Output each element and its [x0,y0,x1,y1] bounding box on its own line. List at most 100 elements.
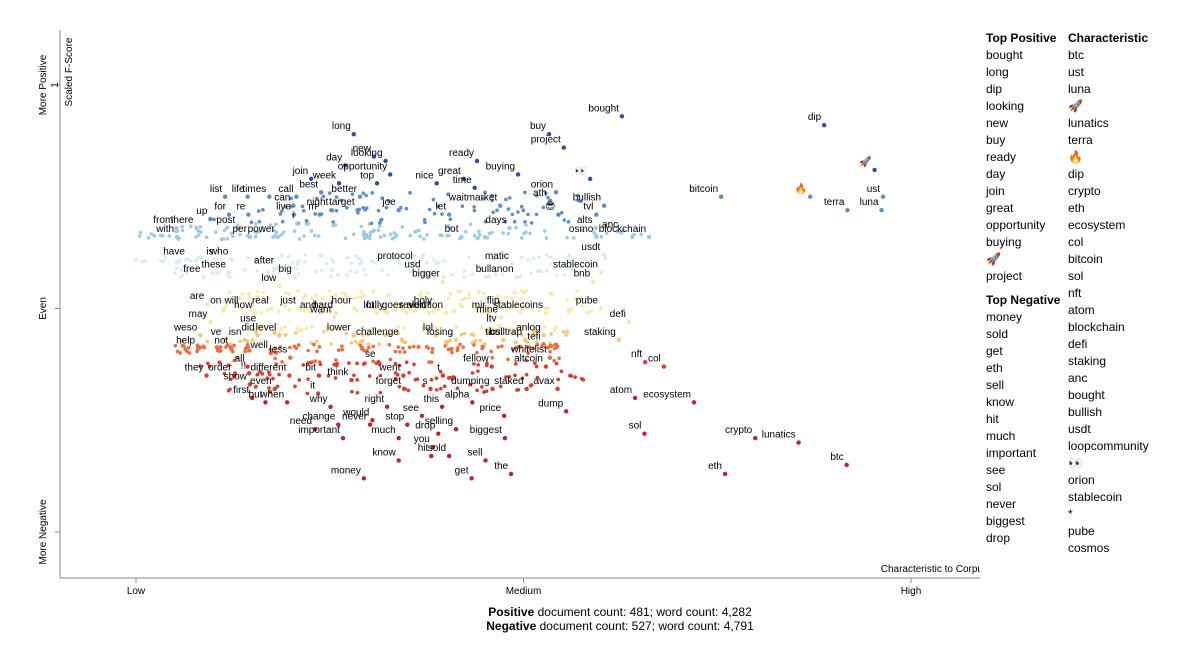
term-label[interactable]: m [308,202,316,213]
term-point[interactable]: stablecoins [493,300,549,316]
term-point[interactable]: join [292,166,314,182]
term-label[interactable]: big [279,264,292,275]
term-point[interactable]: bnb [574,269,596,284]
term-dot[interactable] [541,342,546,347]
term-point[interactable]: staked [494,376,529,392]
term-point[interactable]: pube [576,296,604,311]
term-label[interactable]: and [300,300,317,311]
term-point[interactable]: sol [629,421,647,436]
term-dot[interactable] [439,404,445,410]
term-label[interactable]: help [176,336,195,347]
term-point[interactable]: not [214,336,234,351]
term-point[interactable]: usd [404,260,426,275]
term-dot[interactable] [332,315,337,320]
term-dot[interactable] [201,275,206,280]
term-dot[interactable] [598,306,604,311]
top-negative-term[interactable]: never [986,497,1017,511]
term-point[interactable]: bigger [412,269,446,284]
term-point[interactable]: staking [584,327,622,342]
term-dot[interactable] [245,364,250,369]
term-label[interactable]: blockchain [599,224,646,235]
term-label[interactable]: ecosystem [643,389,691,400]
term-point[interactable]: target [329,197,360,213]
term-point[interactable]: call [278,184,299,199]
term-point[interactable]: mir [472,300,491,316]
term-label[interactable]: buy [530,121,546,132]
term-point[interactable]: m [308,202,322,217]
term-dot[interactable] [349,377,354,383]
term-dot[interactable] [616,337,622,342]
term-dot[interactable] [247,382,253,387]
term-point[interactable]: stop [385,412,410,427]
term-label[interactable]: project [531,135,561,146]
term-point[interactable]: dumping [451,376,495,392]
characteristic-term[interactable]: bitcoin [1068,252,1103,266]
term-point[interactable]: up [196,206,213,222]
top-negative-term[interactable]: sol [986,480,1002,494]
characteristic-term[interactable]: crypto [1068,184,1101,198]
term-dot[interactable] [632,395,638,401]
term-dot[interactable] [343,163,348,168]
term-point[interactable]: tics [485,327,506,342]
term-label[interactable]: btc [830,452,843,463]
term-point[interactable]: avax [533,376,560,392]
term-dot[interactable] [594,234,599,240]
term-point[interactable]: show [224,371,253,387]
term-label[interactable]: atom [610,385,632,396]
term-label[interactable]: challenge [356,327,399,338]
term-dot[interactable] [275,234,281,240]
term-point[interactable]: flip [487,296,505,311]
top-positive-term[interactable]: project [986,269,1023,283]
term-label[interactable]: bitcoin [689,184,718,195]
term-point[interactable]: re [236,202,251,217]
term-label[interactable]: times [242,184,266,195]
term-point[interactable]: these [202,260,232,275]
term-label[interactable]: less [269,345,287,356]
term-point[interactable]: days [485,215,512,231]
term-dot[interactable] [489,364,494,369]
term-label[interactable]: time [453,175,472,186]
term-point[interactable]: dump [538,398,569,414]
term-label[interactable]: nft [631,349,642,360]
term-point[interactable]: goes [382,300,409,316]
term-point[interactable]: price [479,403,507,418]
term-dot[interactable] [198,333,203,338]
term-dot[interactable] [312,426,318,432]
term-dot[interactable] [222,194,228,199]
term-dot[interactable] [872,167,877,173]
term-label[interactable]: free [183,264,201,275]
term-dot[interactable] [646,234,652,240]
term-label[interactable]: real [252,296,269,307]
term-point[interactable]: hard [313,300,339,316]
term-point[interactable]: bit [305,363,322,378]
term-point[interactable]: well [250,340,274,356]
term-point[interactable]: list [210,184,228,199]
term-dot[interactable] [384,310,390,316]
term-point[interactable]: level [256,322,282,338]
term-label[interactable]: joe [381,197,396,208]
term-point[interactable]: 🔥 [795,182,813,199]
term-point[interactable]: see [403,403,425,418]
term-point[interactable]: crypto [725,425,758,441]
term-label[interactable]: use [240,313,257,324]
characteristic-term[interactable]: sol [1068,269,1084,283]
term-dot[interactable] [246,371,252,376]
term-dot[interactable] [429,453,434,459]
term-point[interactable]: ust [867,184,886,199]
term-label[interactable]: stablecoins [493,300,543,311]
characteristic-term[interactable]: orion [1068,473,1095,487]
term-label[interactable]: waitmarket [448,193,498,204]
top-negative-term[interactable]: biggest [986,514,1025,528]
term-label[interactable]: post [216,215,235,226]
term-dot[interactable] [329,207,334,213]
term-dot[interactable] [355,207,360,213]
term-dot[interactable] [543,310,549,316]
term-dot[interactable] [361,476,367,481]
term-dot[interactable] [371,154,377,159]
term-dot[interactable] [547,355,553,360]
term-point[interactable]: help [176,336,201,351]
term-dot[interactable] [432,306,438,311]
term-label[interactable]: lol [423,322,433,333]
term-label[interactable]: mine [476,304,498,315]
top-negative-term[interactable]: get [986,344,1003,358]
